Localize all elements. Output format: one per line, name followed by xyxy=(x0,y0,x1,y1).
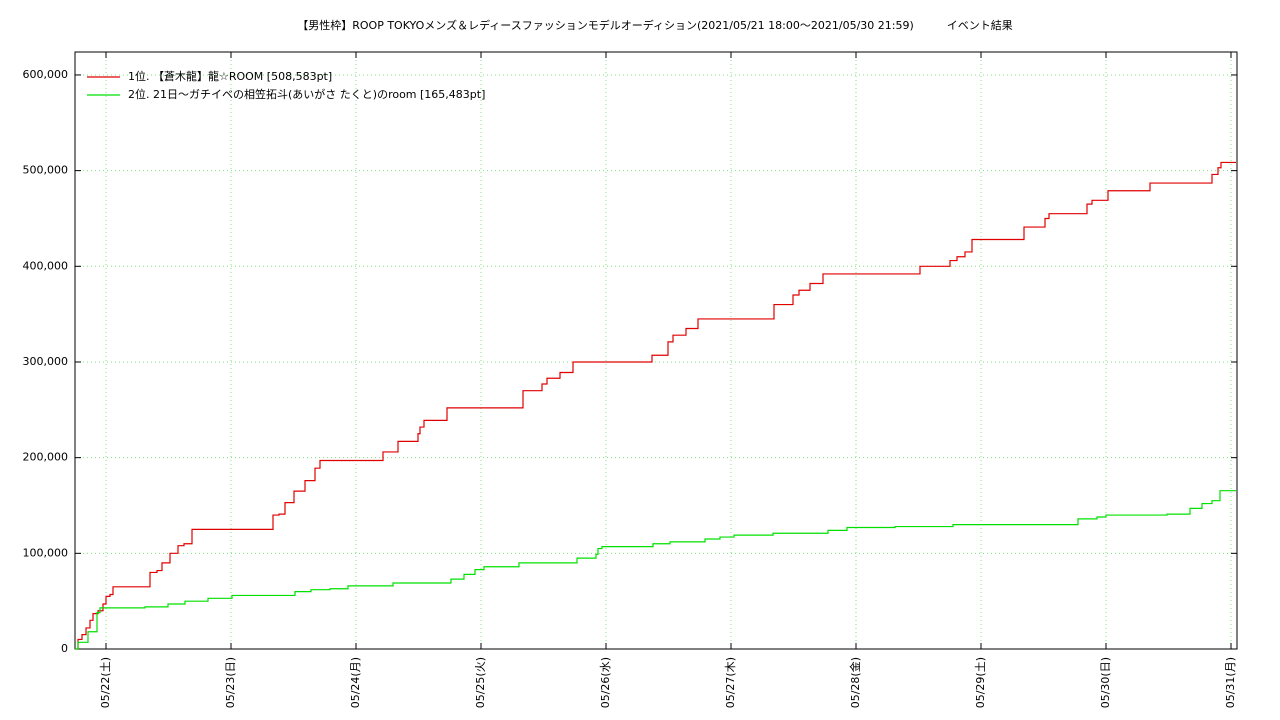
chart-title: 【男性枠】ROOP TOKYOメンズ＆レディースファッションモデルオーディション… xyxy=(297,18,1013,32)
y-tick-label: 600,000 xyxy=(23,68,69,81)
x-tick-label: 05/29(土) xyxy=(974,657,987,708)
series-line xyxy=(75,161,1236,650)
x-tick-label: 05/25(火) xyxy=(474,657,487,708)
y-tick-label: 300,000 xyxy=(23,355,69,368)
plot-frame xyxy=(74,51,1238,650)
x-tick-label: 05/31(月) xyxy=(1224,657,1237,708)
x-tick-label: 05/27(木) xyxy=(724,657,737,708)
y-tick-label: 200,000 xyxy=(23,451,69,464)
legend-label: 1位. 【蒼木龍】龍☆ROOM [508,583pt] xyxy=(128,69,332,83)
x-tick-label: 05/22(土) xyxy=(99,657,112,708)
series-line xyxy=(75,490,1236,650)
x-tick-label: 05/30(日) xyxy=(1099,657,1112,708)
x-tick-label: 05/24(月) xyxy=(349,657,362,708)
legend-label: 2位. 21日〜ガチイベの相笠拓斗(あいがさ たくと)のroom [165,48… xyxy=(128,87,485,101)
x-tick-label: 05/26(水) xyxy=(599,657,612,708)
y-tick-label: 0 xyxy=(61,642,68,655)
x-tick-label: 05/28(金) xyxy=(848,657,862,708)
y-tick-label: 400,000 xyxy=(23,259,69,272)
x-tick-label: 05/23(日) xyxy=(224,657,237,708)
y-tick-label: 100,000 xyxy=(23,546,69,559)
y-tick-label: 500,000 xyxy=(23,164,69,177)
